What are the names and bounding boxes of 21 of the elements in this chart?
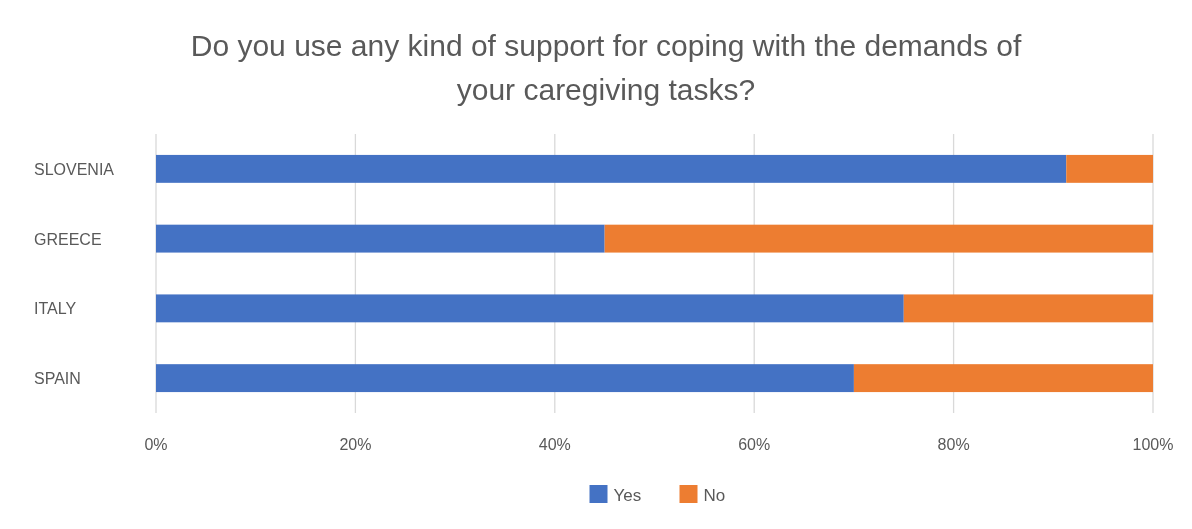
chart-title: Do you use any kind of support for coping with the demands of your caregiving tasks? [190, 29, 1022, 106]
x-tick-label: 60% [738, 436, 771, 453]
bar [1066, 154, 1153, 183]
x-tick-label: 80% [937, 436, 970, 453]
x-tick-label: 0% [144, 436, 168, 453]
bar [156, 294, 904, 323]
bar [156, 224, 605, 253]
bar [156, 364, 854, 393]
legend-label: No [703, 486, 726, 505]
x-tick-label: 100% [1132, 436, 1174, 453]
x-tick-label: 20% [339, 436, 372, 453]
bar [156, 154, 1067, 183]
bar [604, 224, 1153, 253]
y-tick-label: GREECE [34, 230, 102, 248]
x-tick-label: 40% [538, 436, 571, 453]
y-tick-label: SLOVENIA [34, 160, 115, 178]
bar [853, 364, 1153, 393]
y-tick-label: SPAIN [34, 370, 81, 388]
y-tick-label: ITALY [34, 300, 77, 318]
bar [903, 294, 1153, 323]
legend-label: Yes [613, 486, 642, 505]
